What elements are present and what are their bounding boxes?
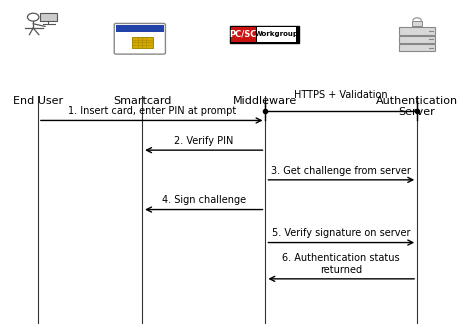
Text: Workgroup: Workgroup bbox=[255, 31, 299, 37]
Bar bbox=[399, 36, 435, 43]
Text: 2. Verify PIN: 2. Verify PIN bbox=[174, 136, 234, 146]
Bar bbox=[132, 37, 153, 48]
Text: 6. Authentication status
returned: 6. Authentication status returned bbox=[283, 253, 400, 275]
Bar bbox=[257, 27, 296, 42]
Text: Middleware: Middleware bbox=[233, 96, 298, 106]
Text: 5. Verify signature on server: 5. Verify signature on server bbox=[272, 228, 410, 238]
Text: HTTPS + Validation: HTTPS + Validation bbox=[294, 90, 388, 100]
Text: 4. Sign challenge: 4. Sign challenge bbox=[162, 195, 246, 205]
Text: 1. Insert card, enter PIN at prompt: 1. Insert card, enter PIN at prompt bbox=[68, 106, 236, 116]
Bar bbox=[40, 13, 57, 21]
Bar bbox=[412, 21, 422, 26]
Text: Smartcard: Smartcard bbox=[113, 96, 172, 106]
Bar bbox=[399, 27, 435, 35]
Bar bbox=[231, 27, 256, 42]
Text: PC/SC: PC/SC bbox=[229, 30, 256, 39]
FancyBboxPatch shape bbox=[114, 23, 165, 54]
Bar bbox=[116, 25, 164, 32]
Text: 3. Get challenge from server: 3. Get challenge from server bbox=[271, 166, 411, 176]
Text: Authentication
Server: Authentication Server bbox=[376, 96, 458, 117]
Bar bbox=[399, 44, 435, 51]
Bar bbox=[230, 26, 299, 43]
Text: End User: End User bbox=[13, 96, 63, 106]
